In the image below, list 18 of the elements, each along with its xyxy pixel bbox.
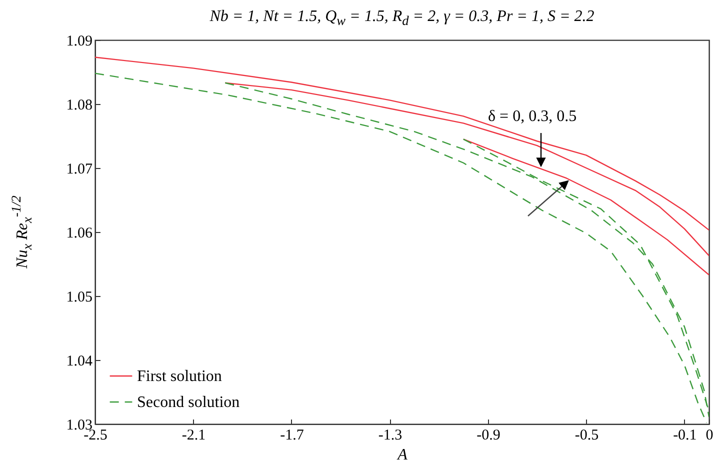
x-tick-label: -1.7 [280, 428, 304, 444]
y-tick-label: 1.08 [66, 98, 92, 114]
x-axis-title: A [396, 446, 408, 464]
y-tick-label: 1.09 [66, 34, 92, 50]
annotation: δ = 0, 0.3, 0.5 [488, 108, 577, 126]
y-tick-label: 1.04 [66, 354, 93, 370]
x-tick-label: -2.1 [182, 428, 206, 444]
x-tick-label: -0.5 [574, 428, 599, 444]
x-tick-label: 0 [706, 428, 714, 444]
y-tick-label: 1.05 [66, 290, 92, 306]
legend-label: Second solution [137, 394, 240, 411]
y-tick-label: 1.06 [66, 226, 93, 242]
y-tick-label: 1.07 [66, 162, 93, 178]
x-tick-label: -0.9 [476, 428, 500, 444]
chart-title: Nb = 1, Nt = 1.5, Q$_{w}$ = 1.5, R$_{d}$ = 2, γ = 0.3, Pr = 1, S = 2.2 [208, 8, 596, 30]
x-tick-label: -0.1 [673, 428, 697, 444]
x-tick-label: -1.3 [378, 428, 402, 444]
legend-label: First solution [137, 368, 222, 385]
